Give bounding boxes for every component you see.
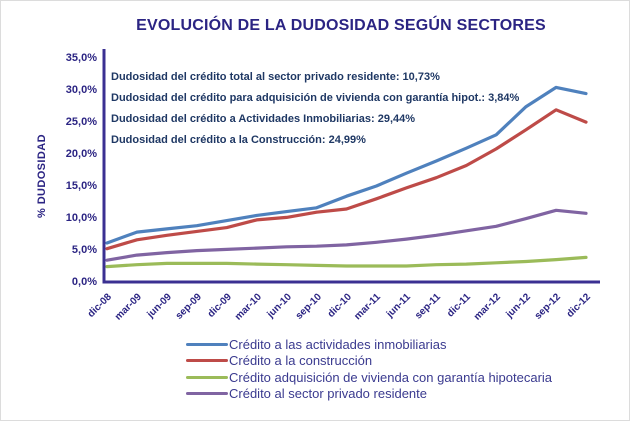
annotation-total-sector-privado: Dudosidad del crédito total al sector pr… [111, 71, 440, 83]
series-line-2 [105, 255, 588, 269]
legend-line-swatch-red [186, 359, 228, 363]
annotation-actividades-inmobiliarias: Dudosidad del crédito a Actividades Inmo… [111, 113, 416, 125]
annotation-vivienda-hipotecaria: Dudosidad del crédito para adquisición d… [111, 92, 520, 104]
legend-line-swatch-blue [186, 342, 228, 346]
chart-legend: Crédito a las actividades inmobiliarias … [186, 336, 552, 402]
y-tick-label: 25,0% [65, 115, 97, 128]
y-tick-label: 30,0% [65, 83, 97, 96]
y-tick-label: 5,0% [71, 243, 97, 256]
legend-label: Crédito adquisición de vivienda con gara… [229, 369, 553, 385]
legend-item-sector-privado: Crédito al sector privado residente [186, 386, 552, 403]
y-tick-label: 0,0% [71, 275, 97, 288]
series-line-0 [105, 85, 588, 245]
legend-label: Crédito a la construcción [229, 353, 373, 369]
y-tick-label: 35,0% [65, 51, 97, 64]
legend-item-inmobiliarias: Crédito a las actividades inmobiliarias [186, 336, 552, 353]
legend-item-construccion: Crédito a la construcción [186, 353, 552, 370]
series-line-1 [105, 108, 588, 251]
annotation-construccion: Dudosidad del crédito a la Construcción:… [111, 134, 366, 146]
legend-label: Crédito a las actividades inmobiliarias [229, 336, 447, 352]
y-tick-label: 10,0% [65, 211, 97, 224]
legend-line-swatch-green [186, 375, 228, 379]
legend-label: Crédito al sector privado residente [229, 386, 427, 402]
legend-item-vivienda: Crédito adquisición de vivienda con gara… [186, 369, 552, 386]
series-line-3 [105, 208, 588, 262]
annotation-block: Dudosidad del crédito total al sector pr… [111, 67, 519, 151]
legend-line-swatch-purple [186, 392, 228, 396]
y-tick-label: 20,0% [65, 147, 97, 160]
y-tick-label: 15,0% [65, 179, 97, 192]
chart-title: EVOLUCIÓN DE LA DUDOSIDAD SEGÚN SECTORES [136, 17, 546, 34]
